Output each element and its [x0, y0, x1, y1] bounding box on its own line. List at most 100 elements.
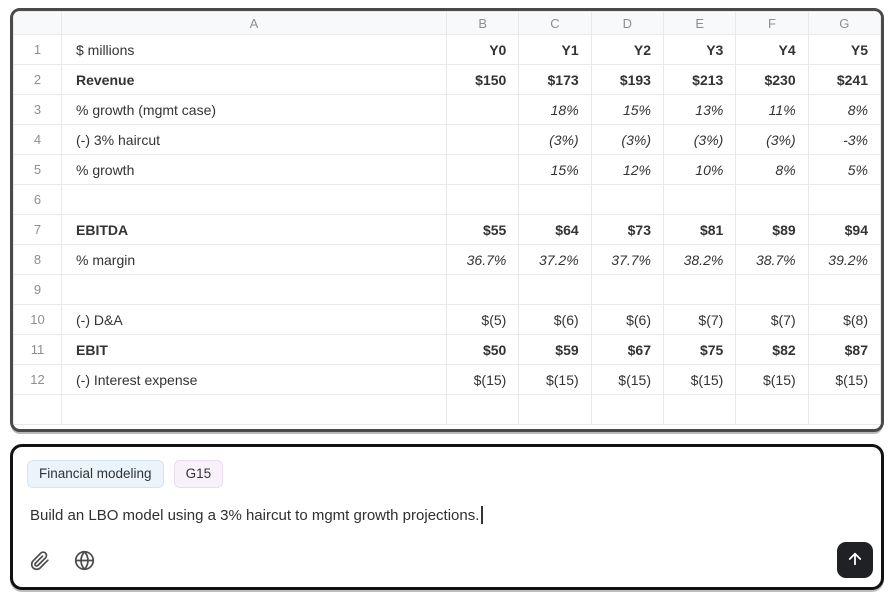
cell-E5[interactable]: 10%: [662, 154, 737, 185]
cell-D2[interactable]: $193: [590, 64, 664, 95]
cell-G1[interactable]: Y5: [807, 34, 881, 65]
cell-E10[interactable]: $(7): [662, 304, 737, 335]
cell-E[interactable]: [662, 394, 737, 425]
cell-C4[interactable]: (3%): [518, 124, 592, 155]
cell-G3[interactable]: 8%: [807, 94, 881, 125]
cell-D11[interactable]: $67: [590, 334, 664, 365]
cell-C1[interactable]: Y1: [518, 34, 592, 65]
cell-B10[interactable]: $(5): [445, 304, 520, 335]
cell-A11[interactable]: EBIT: [61, 334, 447, 365]
send-button[interactable]: [837, 542, 873, 578]
cell-D3[interactable]: 15%: [590, 94, 664, 125]
cell-C9[interactable]: [518, 274, 592, 305]
cell-A12[interactable]: (-) Interest expense: [61, 364, 447, 395]
cell-D12[interactable]: $(15): [590, 364, 664, 395]
row-header-8[interactable]: 8: [13, 244, 62, 275]
col-header-C[interactable]: C: [518, 11, 592, 35]
cell-A3[interactable]: % growth (mgmt case): [61, 94, 447, 125]
cell-G[interactable]: [807, 394, 881, 425]
cell-D6[interactable]: [590, 184, 664, 215]
cell-A[interactable]: [61, 394, 447, 425]
cell-B2[interactable]: $150: [445, 64, 520, 95]
tag-g15[interactable]: G15: [173, 460, 224, 488]
cell-F11[interactable]: $82: [735, 334, 809, 365]
cell-G12[interactable]: $(15): [807, 364, 881, 395]
cell-D5[interactable]: 12%: [590, 154, 664, 185]
cell-C10[interactable]: $(6): [518, 304, 592, 335]
cell-A1[interactable]: $ millions: [61, 34, 447, 65]
cell-G10[interactable]: $(8): [807, 304, 881, 335]
cell-E1[interactable]: Y3: [662, 34, 737, 65]
cell-F1[interactable]: Y4: [735, 34, 809, 65]
row-header-6[interactable]: 6: [13, 184, 62, 215]
cell-B6[interactable]: [445, 184, 520, 215]
cell-D8[interactable]: 37.7%: [590, 244, 664, 275]
cell-E2[interactable]: $213: [662, 64, 737, 95]
row-header-9[interactable]: 9: [13, 274, 62, 305]
row-header-7[interactable]: 7: [13, 214, 62, 245]
cell-A2[interactable]: Revenue: [61, 64, 447, 95]
cell-C2[interactable]: $173: [518, 64, 592, 95]
row-header-1[interactable]: 1: [13, 34, 62, 65]
cell-E3[interactable]: 13%: [662, 94, 737, 125]
cell-B8[interactable]: 36.7%: [445, 244, 520, 275]
chat-input-panel[interactable]: Financial modeling G15 Build an LBO model…: [10, 444, 884, 590]
cell-D9[interactable]: [590, 274, 664, 305]
cell-B[interactable]: [445, 394, 520, 425]
cell-F8[interactable]: 38.7%: [735, 244, 809, 275]
cell-C11[interactable]: $59: [518, 334, 592, 365]
cell-B9[interactable]: [445, 274, 520, 305]
cell-G9[interactable]: [807, 274, 881, 305]
cell-G5[interactable]: 5%: [807, 154, 881, 185]
col-header-D[interactable]: D: [590, 11, 664, 35]
attach-button[interactable]: [29, 550, 51, 573]
cell-A8[interactable]: % margin: [61, 244, 447, 275]
row-header-3[interactable]: 3: [13, 94, 62, 125]
row-header-partial[interactable]: [13, 394, 62, 425]
row-header-4[interactable]: 4: [13, 124, 62, 155]
cell-A7[interactable]: EBITDA: [61, 214, 447, 245]
cell-C5[interactable]: 15%: [518, 154, 592, 185]
col-header-G[interactable]: G: [807, 11, 881, 35]
cell-C8[interactable]: 37.2%: [518, 244, 592, 275]
cell-C3[interactable]: 18%: [518, 94, 592, 125]
cell-C6[interactable]: [518, 184, 592, 215]
cell-F6[interactable]: [735, 184, 809, 215]
cell-F12[interactable]: $(15): [735, 364, 809, 395]
cell-E4[interactable]: (3%): [662, 124, 737, 155]
cell-A5[interactable]: % growth: [61, 154, 447, 185]
web-search-button[interactable]: [73, 550, 95, 573]
cell-B5[interactable]: [445, 154, 520, 185]
cell-G7[interactable]: $94: [807, 214, 881, 245]
cell-G6[interactable]: [807, 184, 881, 215]
cell-G2[interactable]: $241: [807, 64, 881, 95]
cell-E8[interactable]: 38.2%: [662, 244, 737, 275]
col-header-E[interactable]: E: [662, 11, 737, 35]
cell-F5[interactable]: 8%: [735, 154, 809, 185]
corner-cell[interactable]: [13, 11, 62, 35]
cell-C7[interactable]: $64: [518, 214, 592, 245]
cell-F[interactable]: [735, 394, 809, 425]
cell-B12[interactable]: $(15): [445, 364, 520, 395]
cell-A6[interactable]: [61, 184, 447, 215]
cell-F4[interactable]: (3%): [735, 124, 809, 155]
cell-C[interactable]: [518, 394, 592, 425]
row-header-11[interactable]: 11: [13, 334, 62, 365]
cell-F9[interactable]: [735, 274, 809, 305]
cell-F7[interactable]: $89: [735, 214, 809, 245]
col-header-F[interactable]: F: [735, 11, 809, 35]
cell-A10[interactable]: (-) D&A: [61, 304, 447, 335]
cell-F3[interactable]: 11%: [735, 94, 809, 125]
col-header-B[interactable]: B: [445, 11, 520, 35]
cell-D1[interactable]: Y2: [590, 34, 664, 65]
cell-D[interactable]: [590, 394, 664, 425]
cell-A9[interactable]: [61, 274, 447, 305]
cell-E12[interactable]: $(15): [662, 364, 737, 395]
chat-message-input[interactable]: Build an LBO model using a 3% haircut to…: [30, 506, 483, 524]
row-header-5[interactable]: 5: [13, 154, 62, 185]
cell-A4[interactable]: (-) 3% haircut: [61, 124, 447, 155]
cell-D7[interactable]: $73: [590, 214, 664, 245]
col-header-A[interactable]: A: [61, 11, 447, 35]
cell-E6[interactable]: [662, 184, 737, 215]
cell-B4[interactable]: [445, 124, 520, 155]
